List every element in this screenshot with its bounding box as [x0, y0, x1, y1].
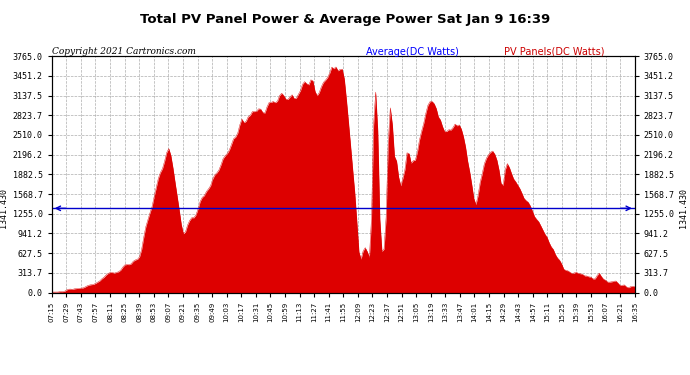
Text: Average(DC Watts): Average(DC Watts)	[366, 47, 459, 57]
Text: Total PV Panel Power & Average Power Sat Jan 9 16:39: Total PV Panel Power & Average Power Sat…	[140, 13, 550, 26]
Text: 1341.430: 1341.430	[678, 188, 687, 228]
Text: PV Panels(DC Watts): PV Panels(DC Watts)	[504, 47, 604, 57]
Text: 1341.430: 1341.430	[0, 188, 8, 228]
Text: Copyright 2021 Cartronics.com: Copyright 2021 Cartronics.com	[52, 47, 196, 56]
